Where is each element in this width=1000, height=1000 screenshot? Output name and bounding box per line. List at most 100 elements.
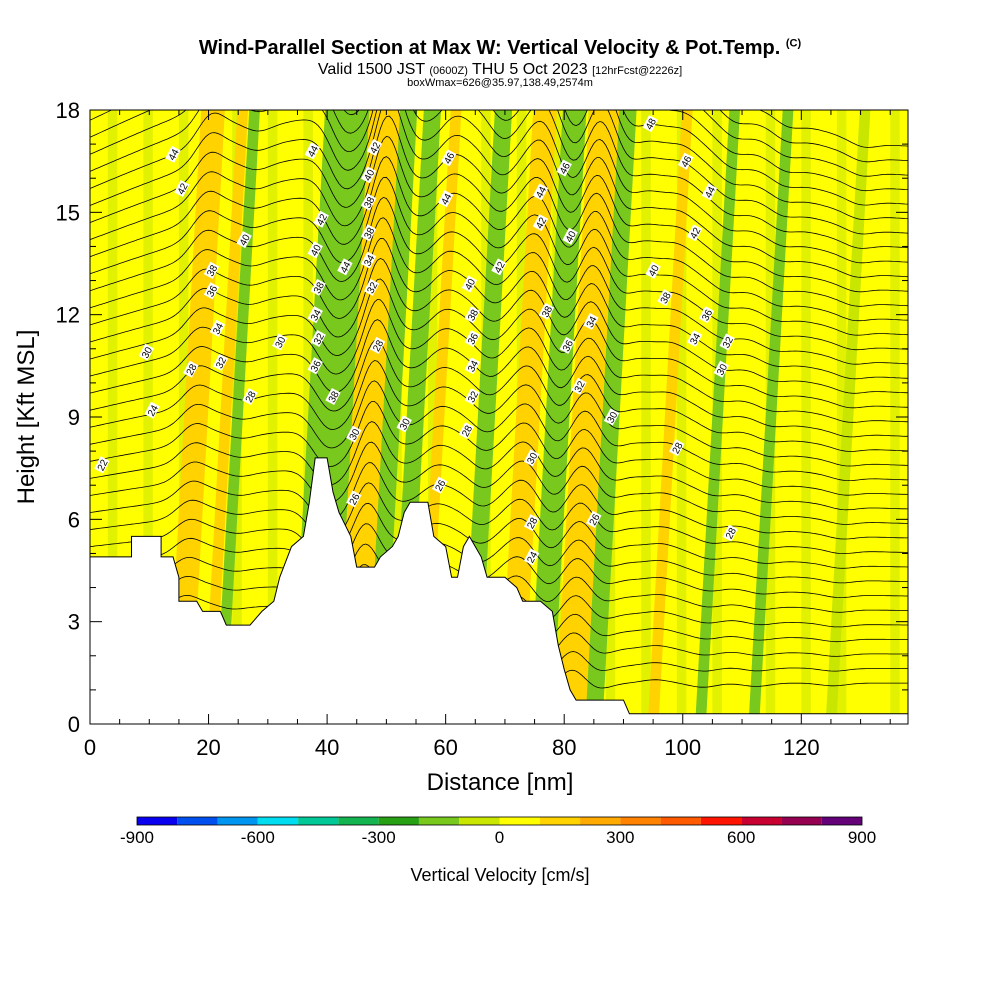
wave-band-14 [647,110,693,724]
contour-label: 30 [713,360,730,378]
contour-label: 26 [586,510,603,528]
contour-label-text: 42 [176,181,191,196]
theta-contour [90,217,908,365]
contour-label-text: 40 [647,263,662,278]
contour-label-bg [722,524,738,542]
subtitle-zulu: (0600Z) [429,65,468,77]
contour-label: 34 [686,329,704,348]
theta-contour [90,110,908,220]
contour-label-text: 38 [362,226,377,241]
chart-subtitle-2: boxWmax=626@35.97,138.49,2574m [407,77,593,89]
contour-label: 32 [310,329,327,348]
contour-label: 44 [337,258,354,276]
contour-label-text: 44 [703,185,718,200]
contour-label-bg [209,319,226,337]
y-tick-label: 9 [68,405,80,430]
contour-labels: 4442383634323028242240302844424038343236… [94,115,739,566]
contour-label-bg [571,377,587,395]
field-stripe [819,110,829,724]
theta-contour [90,401,908,496]
contour-label: 44 [165,145,182,163]
colorbar-swatch [821,817,862,825]
contour-label-text: 46 [680,154,695,169]
contour-label: 26 [431,476,449,494]
field-stripe [214,110,224,724]
contour-label: 42 [686,224,704,242]
contour-label: 32 [719,333,736,351]
field-stripe [161,110,171,724]
field-stripe [676,110,687,724]
field-stripe [143,110,153,724]
colorbar-swatch [459,817,500,825]
contour-label-text: 34 [309,308,324,323]
contour-label-text: 42 [534,215,549,230]
contour-label: 40 [360,166,378,184]
contour-label-text: 42 [315,212,330,227]
wave-band-17 [825,110,871,724]
contour-label-text: 32 [721,335,736,350]
wave-band-15 [695,110,741,724]
field-stripe [463,110,473,724]
contour-label: 34 [464,357,481,375]
contour-label: 34 [209,319,226,337]
contour-label: 30 [523,449,541,467]
contour-label-bg [144,401,160,419]
contour-label: 34 [360,251,378,269]
contour-label-bg [677,152,694,170]
colorbar: -900 -600 -300 0 300 600 900 [120,816,876,847]
contour-label-text: 32 [214,355,229,370]
contour-label-bg [686,329,703,348]
contour-label: 48 [642,115,659,133]
theta-contour [90,319,908,438]
x-axis-label: Distance [nm] [427,769,574,796]
contour-label-bg [271,333,288,351]
y-tick-label: 12 [56,303,80,328]
contour-label-bg [310,329,326,348]
chart-title: Wind-Parallel Section at Max W: Vertical… [0,37,1000,60]
colorbar-tick-label: 900 [848,828,876,847]
contour-label-bg [562,227,578,245]
wave-band-16 [748,110,794,724]
colorbar-swatch [700,817,742,825]
theta-contour [90,380,908,482]
theta-contour [90,110,908,235]
colorbar-tick-label: 300 [606,828,634,847]
field-stripe [836,110,847,724]
contour-label-text: 30 [398,417,413,432]
contour-label-bg [464,357,481,375]
theta-contour [758,110,908,148]
colorbar-swatch [580,817,621,825]
colorbar-swatch [177,817,218,825]
contour-label-text: 34 [585,314,600,329]
contour-label-bg [304,142,321,160]
contour-label: 32 [464,387,481,406]
contour-label: 38 [360,193,378,211]
contour-label: 28 [523,514,541,532]
contour-label-bg [437,190,454,208]
contour-label-text: 38 [466,308,481,323]
theta-contour [90,360,908,467]
contour-label: 42 [174,179,191,198]
contour-label-bg [313,210,329,228]
contour-label-text: 28 [724,526,739,541]
y-axis-label: Height [Kft MSL] [13,330,40,505]
contour-label-bg [645,261,661,279]
contour-label-text: 32 [312,331,327,346]
subtitle-date: THU 5 Oct 2023 [472,61,588,78]
contour-label-text: 38 [659,290,674,305]
theta-contour [702,110,908,177]
contour-label: 36 [464,329,481,348]
contour-label: 32 [363,278,381,296]
colorbar-swatch [338,817,379,825]
contour-label-bg [464,306,481,324]
x-tick-label: 100 [664,735,701,760]
contour-label: 38 [360,224,378,242]
contour-label: 30 [346,425,363,443]
contour-label: 40 [236,231,253,249]
contour-label-bg [360,193,377,211]
field-stripe [107,110,118,724]
contour-label-text: 30 [140,345,155,360]
field-stripe [178,110,189,724]
colorbar-label: Vertical Velocity [cm/s] [410,865,589,885]
theta-contour [90,298,908,423]
